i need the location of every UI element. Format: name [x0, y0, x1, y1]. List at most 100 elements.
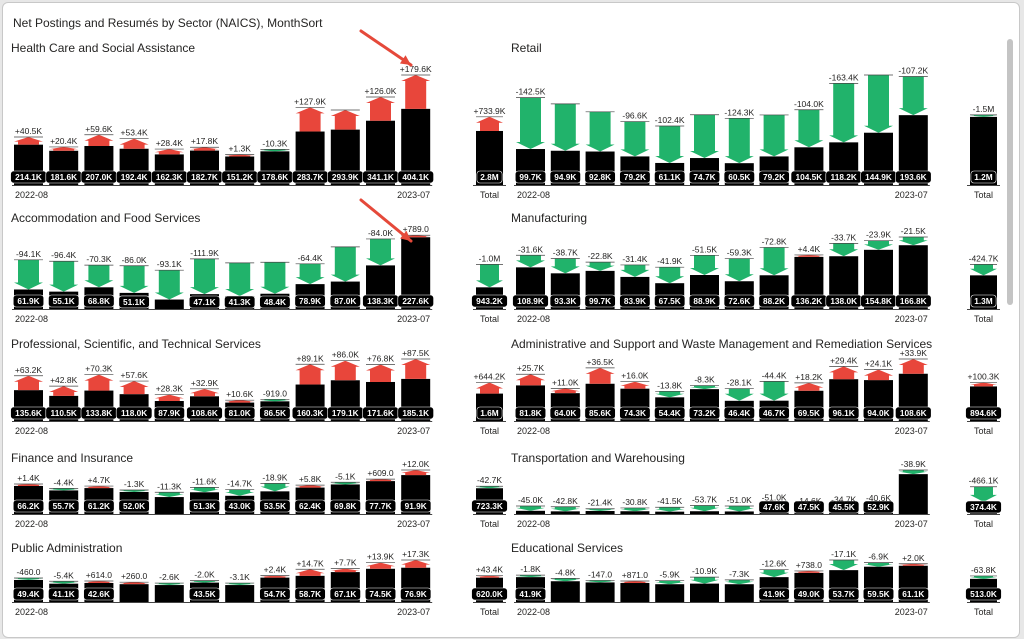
decrease-arrow[interactable] [550, 506, 580, 512]
decrease-arrow[interactable] [898, 470, 928, 475]
decrease-arrow[interactable] [550, 578, 580, 582]
increase-arrow[interactable] [295, 107, 325, 132]
increase-arrow[interactable] [794, 382, 824, 391]
decrease-arrow[interactable] [759, 381, 789, 401]
decrease-arrow[interactable] [724, 258, 754, 282]
decrease-arrow[interactable] [898, 237, 928, 246]
base-bar[interactable] [585, 582, 615, 602]
increase-arrow[interactable] [476, 116, 503, 131]
decrease-arrow[interactable] [476, 486, 503, 489]
decrease-arrow[interactable] [516, 506, 545, 511]
increase-arrow[interactable] [620, 581, 650, 584]
decrease-arrow[interactable] [119, 489, 149, 492]
decrease-arrow[interactable] [724, 118, 754, 164]
base-bar[interactable] [724, 584, 754, 602]
decrease-arrow[interactable] [864, 75, 893, 133]
base-bar[interactable] [690, 583, 719, 602]
decrease-arrow[interactable] [476, 264, 503, 288]
decrease-arrow[interactable] [225, 262, 255, 296]
decrease-arrow[interactable] [829, 83, 859, 143]
decrease-arrow[interactable] [829, 243, 859, 257]
decrease-arrow[interactable] [330, 482, 360, 485]
increase-arrow[interactable] [119, 138, 149, 149]
decrease-arrow[interactable] [366, 238, 395, 266]
decrease-arrow[interactable] [190, 580, 219, 583]
decrease-arrow[interactable] [260, 262, 290, 294]
base-bar[interactable] [724, 511, 754, 514]
decrease-arrow[interactable] [690, 114, 719, 159]
base-bar[interactable] [620, 583, 650, 602]
decrease-arrow[interactable] [724, 579, 754, 585]
increase-arrow[interactable] [49, 146, 79, 151]
decrease-arrow[interactable] [898, 76, 928, 116]
base-bar[interactable] [119, 584, 149, 602]
decrease-arrow[interactable] [49, 581, 79, 584]
decrease-arrow[interactable] [970, 486, 997, 502]
increase-arrow[interactable] [260, 575, 290, 578]
increase-arrow[interactable] [401, 75, 431, 109]
decrease-arrow[interactable] [970, 114, 997, 117]
decrease-arrow[interactable] [690, 385, 719, 390]
decrease-arrow[interactable] [655, 267, 685, 284]
decrease-arrow[interactable] [260, 483, 290, 492]
decrease-arrow[interactable] [154, 492, 184, 498]
increase-arrow[interactable] [330, 110, 360, 130]
decrease-arrow[interactable] [759, 247, 789, 276]
increase-arrow[interactable] [14, 483, 43, 486]
decrease-arrow[interactable] [620, 507, 650, 512]
decrease-arrow[interactable] [516, 97, 545, 150]
decrease-arrow[interactable] [655, 507, 685, 512]
decrease-arrow[interactable] [49, 261, 79, 292]
decrease-arrow[interactable] [550, 103, 580, 151]
increase-arrow[interactable] [119, 381, 149, 395]
decrease-arrow[interactable] [516, 575, 545, 578]
base-bar[interactable] [620, 511, 650, 514]
increase-arrow[interactable] [14, 375, 43, 391]
increase-arrow[interactable] [14, 137, 43, 145]
increase-arrow[interactable] [401, 560, 431, 568]
decrease-arrow[interactable] [190, 258, 219, 295]
increase-arrow[interactable] [84, 486, 114, 489]
base-bar[interactable] [550, 581, 580, 602]
increase-arrow[interactable] [794, 570, 824, 573]
base-bar[interactable] [154, 497, 184, 514]
decrease-arrow[interactable] [690, 577, 719, 584]
decrease-arrow[interactable] [84, 265, 114, 288]
decrease-arrow[interactable] [970, 264, 997, 276]
decrease-arrow[interactable] [330, 246, 360, 282]
increase-arrow[interactable] [829, 366, 859, 380]
decrease-arrow[interactable] [154, 270, 184, 300]
decrease-arrow[interactable] [585, 508, 615, 512]
increase-arrow[interactable] [366, 364, 395, 382]
increase-arrow[interactable] [898, 359, 928, 374]
base-bar[interactable] [154, 585, 184, 602]
increase-arrow[interactable] [550, 388, 580, 394]
decrease-arrow[interactable] [655, 391, 685, 398]
decrease-arrow[interactable] [119, 265, 149, 293]
decrease-arrow[interactable] [829, 560, 859, 571]
decrease-arrow[interactable] [759, 114, 789, 157]
increase-arrow[interactable] [154, 149, 184, 155]
base-bar[interactable] [898, 474, 928, 514]
base-bar[interactable] [655, 584, 685, 602]
decrease-arrow[interactable] [154, 583, 184, 586]
decrease-arrow[interactable] [295, 263, 325, 285]
decrease-arrow[interactable] [516, 255, 545, 268]
decrease-arrow[interactable] [585, 262, 615, 271]
decrease-arrow[interactable] [864, 562, 893, 567]
increase-arrow[interactable] [330, 568, 360, 573]
decrease-arrow[interactable] [260, 149, 290, 152]
increase-arrow[interactable] [401, 359, 431, 379]
decrease-arrow[interactable] [759, 569, 789, 578]
increase-arrow[interactable] [476, 382, 503, 394]
increase-arrow[interactable] [84, 581, 114, 584]
increase-arrow[interactable] [366, 96, 395, 121]
increase-arrow[interactable] [330, 360, 360, 381]
decrease-arrow[interactable] [225, 583, 255, 586]
base-bar[interactable] [585, 511, 615, 514]
scrollbar-thumb[interactable] [1007, 39, 1013, 305]
increase-arrow[interactable] [864, 369, 893, 381]
increase-arrow[interactable] [585, 367, 615, 384]
decrease-arrow[interactable] [794, 109, 824, 148]
decrease-arrow[interactable] [49, 488, 79, 491]
